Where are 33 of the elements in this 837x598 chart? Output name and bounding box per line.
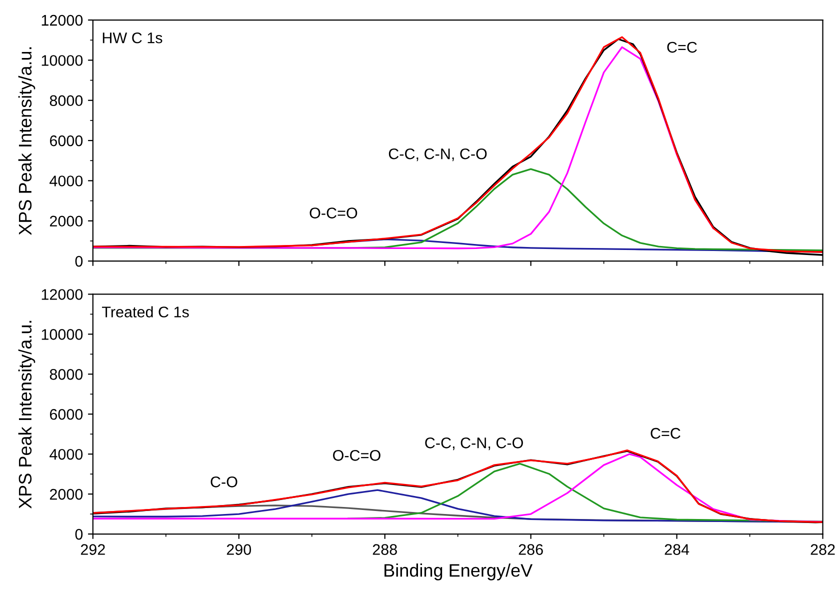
x-tick-label: 286	[518, 544, 543, 555]
y-tick-label: 8000	[50, 95, 83, 106]
annotation: Treated C 1s	[102, 306, 189, 318]
y-tick-label: 8000	[50, 369, 83, 380]
x-tick-label: 282	[810, 544, 835, 555]
annotation: C-C, C-N, C-O	[388, 148, 487, 162]
line-series	[348, 462, 823, 522]
annotation: C=C	[650, 428, 680, 439]
y-tick-label: 6000	[50, 135, 83, 146]
y-tick-label: 0	[75, 528, 83, 540]
x-axis-title: Binding Energy/eV	[384, 564, 533, 580]
y-tick-label: 2000	[50, 488, 83, 500]
annotation: C-C, C-N, C-O	[425, 438, 523, 450]
x-tick-label: 292	[80, 544, 105, 555]
y-axis-title: XPS Peak Intensity/a.u.	[18, 47, 36, 235]
y-tick-label: 4000	[50, 176, 83, 186]
y-tick-label: 6000	[50, 408, 83, 420]
annotation: O-C=O	[310, 208, 358, 218]
y-tick-label: 0	[75, 256, 83, 267]
y-tick-label: 12000	[42, 289, 83, 300]
y-axis-title: XPS Peak Intensity/a.u.	[18, 320, 36, 509]
annotation: C=C	[667, 42, 697, 53]
y-tick-label: 2000	[50, 216, 83, 227]
y-tick-label: 10000	[42, 55, 83, 66]
x-tick-label: 288	[372, 544, 397, 555]
y-tick-label: 4000	[50, 448, 83, 460]
y-tick-label: 12000	[42, 14, 83, 26]
y-tick-label: 10000	[42, 329, 83, 340]
annotation: C-O	[210, 476, 238, 488]
annotation: HW C 1s	[102, 32, 162, 44]
annotation: O-C=O	[333, 450, 380, 461]
x-tick-label: 290	[226, 544, 252, 555]
x-tick-label: 284	[664, 544, 690, 555]
